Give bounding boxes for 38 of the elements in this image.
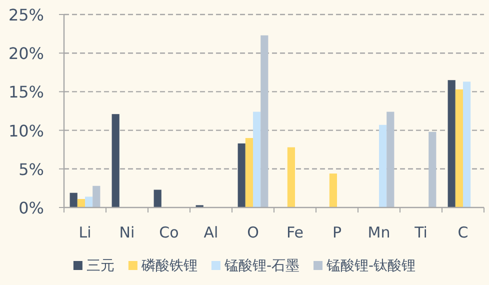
y-tick-label: 25%: [8, 6, 44, 24]
bar: [85, 196, 93, 208]
bar: [386, 112, 394, 208]
x-tick-label: O: [247, 224, 259, 242]
y-tick-label: 15%: [8, 82, 44, 102]
bar: [448, 80, 456, 208]
y-tick-label: 0%: [18, 198, 44, 218]
x-tick-label: Co: [159, 224, 179, 242]
bar: [70, 192, 78, 208]
legend-label: 锰酸锂-钛酸锂: [326, 258, 416, 274]
bar: [463, 82, 471, 208]
bar: [92, 186, 100, 208]
bar: [154, 190, 162, 208]
x-tick-label: P: [332, 224, 342, 242]
bar: [287, 147, 295, 208]
bar: [455, 89, 463, 208]
bar: [253, 112, 261, 208]
x-tick-label: Mn: [368, 224, 390, 242]
legend-label: 磷酸铁锂: [140, 258, 198, 274]
x-tick-label: Li: [78, 224, 92, 242]
bar: [260, 35, 268, 208]
bar: [238, 143, 246, 208]
y-tick-label: 10%: [8, 121, 44, 140]
bar: [77, 199, 85, 208]
y-tick-label: 20%: [8, 44, 44, 64]
x-tick-label: Ti: [414, 224, 428, 242]
x-tick-label: Fe: [286, 224, 304, 242]
x-tick-label: C: [458, 224, 468, 242]
x-tick-label: Al: [204, 224, 218, 242]
legend-label: 三元: [86, 258, 114, 274]
bar: [379, 124, 387, 208]
x-tick-label: Ni: [119, 224, 135, 242]
bar: [428, 132, 436, 208]
legend-label: 锰酸锂-石墨: [223, 258, 300, 274]
bar: [329, 174, 337, 208]
bar: [245, 138, 253, 208]
y-tick-label: 5%: [18, 160, 44, 179]
bar: [112, 114, 120, 208]
